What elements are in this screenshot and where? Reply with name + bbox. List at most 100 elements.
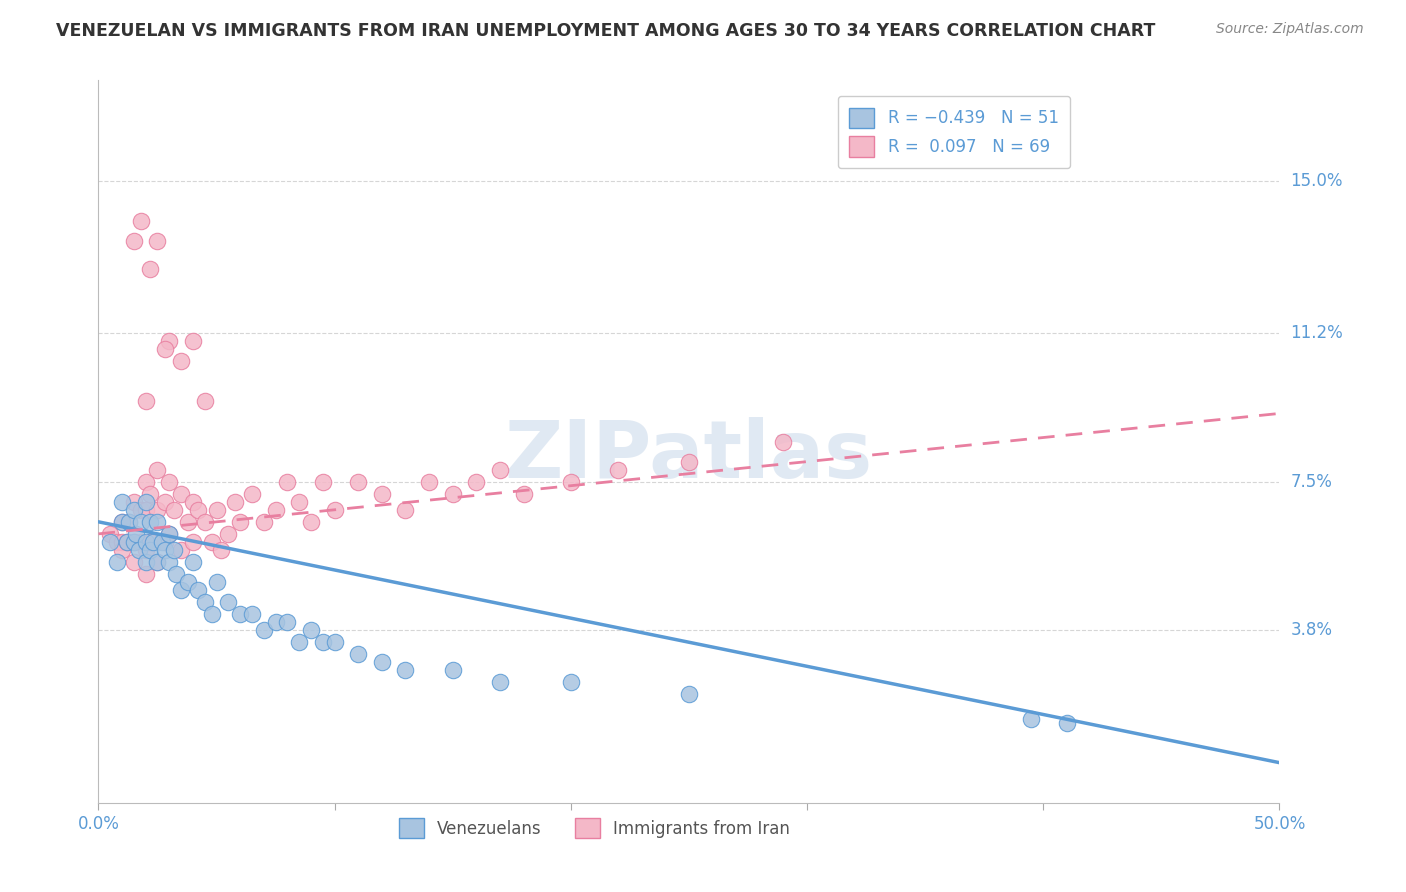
Point bbox=[111, 515, 134, 529]
Point bbox=[194, 515, 217, 529]
Point bbox=[142, 534, 165, 549]
Point bbox=[118, 515, 141, 529]
Point bbox=[347, 475, 370, 489]
Point bbox=[678, 454, 700, 469]
Point bbox=[441, 487, 464, 501]
Point bbox=[122, 502, 145, 516]
Point bbox=[115, 534, 138, 549]
Point bbox=[288, 494, 311, 508]
Point bbox=[678, 687, 700, 701]
Point bbox=[323, 635, 346, 649]
Point bbox=[135, 494, 157, 508]
Point bbox=[122, 534, 145, 549]
Point bbox=[323, 502, 346, 516]
Point bbox=[111, 494, 134, 508]
Point bbox=[111, 542, 134, 557]
Point bbox=[312, 475, 335, 489]
Point bbox=[98, 526, 121, 541]
Point bbox=[135, 542, 157, 557]
Point bbox=[135, 567, 157, 582]
Point bbox=[153, 542, 176, 557]
Point bbox=[135, 394, 157, 409]
Point bbox=[139, 534, 162, 549]
Point bbox=[111, 534, 134, 549]
Point bbox=[146, 462, 169, 476]
Point bbox=[264, 615, 287, 630]
Point bbox=[194, 595, 217, 609]
Point bbox=[181, 534, 204, 549]
Point bbox=[128, 542, 150, 557]
Point bbox=[146, 502, 169, 516]
Point bbox=[394, 664, 416, 678]
Point bbox=[125, 526, 148, 541]
Point bbox=[465, 475, 488, 489]
Point bbox=[170, 487, 193, 501]
Point bbox=[135, 475, 157, 489]
Point bbox=[139, 487, 162, 501]
Legend: Venezuelans, Immigrants from Iran: Venezuelans, Immigrants from Iran bbox=[392, 812, 797, 845]
Point bbox=[98, 534, 121, 549]
Text: Source: ZipAtlas.com: Source: ZipAtlas.com bbox=[1216, 22, 1364, 37]
Point bbox=[299, 515, 322, 529]
Point bbox=[122, 494, 145, 508]
Point bbox=[135, 555, 157, 569]
Point bbox=[129, 213, 152, 227]
Point bbox=[240, 607, 263, 621]
Point bbox=[187, 502, 209, 516]
Point bbox=[153, 342, 176, 356]
Point bbox=[146, 555, 169, 569]
Point bbox=[205, 502, 228, 516]
Point bbox=[170, 354, 193, 368]
Point bbox=[441, 664, 464, 678]
Point bbox=[772, 434, 794, 449]
Point bbox=[312, 635, 335, 649]
Point bbox=[371, 487, 394, 501]
Point bbox=[217, 595, 239, 609]
Point bbox=[177, 574, 200, 589]
Point bbox=[157, 475, 180, 489]
Point bbox=[139, 515, 162, 529]
Point bbox=[288, 635, 311, 649]
Point bbox=[229, 515, 252, 529]
Point bbox=[165, 567, 187, 582]
Point bbox=[153, 494, 176, 508]
Text: 15.0%: 15.0% bbox=[1291, 171, 1343, 190]
Point bbox=[181, 494, 204, 508]
Point bbox=[224, 494, 246, 508]
Text: 3.8%: 3.8% bbox=[1291, 621, 1333, 640]
Point bbox=[560, 675, 582, 690]
Point bbox=[139, 262, 162, 277]
Point bbox=[560, 475, 582, 489]
Point bbox=[276, 615, 298, 630]
Point bbox=[118, 515, 141, 529]
Point bbox=[146, 234, 169, 248]
Point bbox=[157, 526, 180, 541]
Point bbox=[187, 583, 209, 598]
Point bbox=[201, 534, 224, 549]
Point bbox=[139, 542, 162, 557]
Point bbox=[607, 462, 630, 476]
Point bbox=[205, 574, 228, 589]
Point bbox=[489, 462, 512, 476]
Point bbox=[181, 334, 204, 348]
Point bbox=[129, 515, 152, 529]
Point bbox=[201, 607, 224, 621]
Point bbox=[135, 534, 157, 549]
Point bbox=[157, 334, 180, 348]
Point bbox=[240, 487, 263, 501]
Point bbox=[1056, 715, 1078, 730]
Point bbox=[146, 555, 169, 569]
Point bbox=[394, 502, 416, 516]
Point bbox=[177, 515, 200, 529]
Point bbox=[253, 623, 276, 637]
Point bbox=[129, 502, 152, 516]
Point bbox=[157, 526, 180, 541]
Point bbox=[146, 515, 169, 529]
Point bbox=[170, 542, 193, 557]
Point bbox=[170, 583, 193, 598]
Point bbox=[229, 607, 252, 621]
Point bbox=[418, 475, 440, 489]
Point bbox=[347, 648, 370, 662]
Point bbox=[129, 534, 152, 549]
Point bbox=[122, 555, 145, 569]
